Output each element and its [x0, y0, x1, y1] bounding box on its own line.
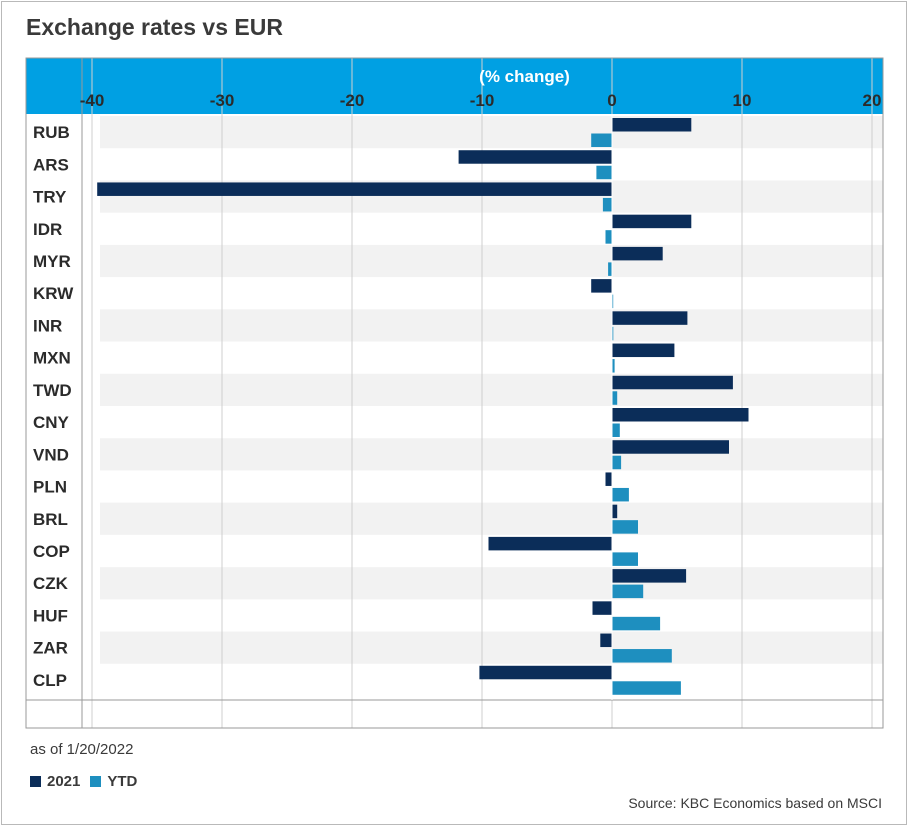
bar-2021-krw [591, 279, 612, 293]
row-band [100, 373, 883, 406]
bar-2021-twd [612, 375, 733, 390]
source-note: Source: KBC Economics based on MSCI [628, 795, 882, 811]
bar-2021-clp [479, 665, 612, 680]
x-tick-label: -40 [80, 91, 105, 110]
legend-swatch-2021 [30, 776, 41, 787]
category-label: ARS [33, 155, 69, 174]
bar-2021-rub [612, 118, 692, 132]
bar-ytd-mxn [612, 359, 615, 373]
row-band [100, 244, 883, 278]
category-label: BRL [33, 510, 68, 529]
category-label: INR [33, 316, 62, 335]
bar-2021-huf [592, 601, 612, 615]
category-label: IDR [33, 220, 62, 239]
category-label: MXN [33, 349, 71, 368]
bar-ytd-krw [612, 294, 614, 309]
category-label: COP [33, 542, 70, 561]
category-label: TWD [33, 381, 72, 400]
bar-2021-inr [612, 311, 688, 325]
category-label: KRW [33, 284, 74, 303]
bar-ytd-vnd [612, 455, 622, 470]
bar-2021-ars [458, 150, 612, 164]
category-label: PLN [33, 478, 67, 497]
row-band [100, 567, 883, 600]
chart-title: Exchange rates vs EUR [26, 14, 283, 40]
category-label: TRY [33, 188, 67, 207]
bar-ytd-idr [605, 230, 612, 244]
bar-ytd-try [602, 197, 612, 212]
x-tick-label: 20 [863, 91, 882, 110]
bar-ytd-ars [596, 165, 612, 180]
axis-header-band [26, 58, 883, 114]
row-band [100, 116, 883, 149]
bar-ytd-cop [612, 552, 638, 566]
row-band [100, 502, 883, 535]
row-band [100, 438, 883, 471]
category-label: VND [33, 445, 69, 464]
row-band [100, 631, 883, 664]
bar-2021-mxn [612, 343, 675, 358]
bar-2021-try [97, 182, 612, 196]
bar-ytd-brl [612, 520, 638, 534]
bar-ytd-pln [612, 487, 629, 502]
bar-ytd-cny [612, 423, 620, 437]
legend-label-ytd: YTD [107, 773, 138, 790]
bar-2021-czk [612, 569, 687, 583]
bar-ytd-huf [612, 616, 661, 631]
category-label: CNY [33, 413, 70, 432]
bar-2021-idr [612, 214, 692, 229]
x-tick-label: -20 [340, 91, 365, 110]
bar-ytd-zar [612, 649, 672, 663]
legend-item-2021: 2021 [30, 773, 80, 790]
bar-ytd-myr [608, 262, 612, 276]
bar-2021-pln [605, 472, 612, 486]
legend: 2021 YTD [30, 773, 147, 790]
category-label: MYR [33, 252, 71, 271]
legend-label-2021: 2021 [47, 773, 81, 790]
category-label: CLP [33, 671, 67, 690]
bar-2021-cop [488, 536, 612, 551]
row-band [100, 309, 883, 342]
bar-ytd-twd [612, 391, 618, 405]
category-label: ZAR [33, 639, 68, 658]
bar-ytd-rub [591, 133, 612, 147]
x-tick-label: -30 [210, 91, 235, 110]
bar-ytd-czk [612, 584, 644, 599]
legend-swatch-ytd [90, 776, 102, 787]
legend-item-ytd: YTD [90, 773, 137, 790]
x-tick-label: 10 [733, 91, 752, 110]
plot-border [25, 57, 884, 729]
bar-2021-vnd [612, 440, 729, 454]
x-axis-title: (% change) [479, 67, 570, 86]
bar-2021-myr [612, 246, 663, 261]
bar-ytd-inr [612, 326, 614, 341]
x-tick-label: 0 [607, 91, 616, 110]
bar-2021-cny [612, 408, 749, 422]
bar-2021-brl [612, 504, 618, 519]
category-label: RUB [33, 123, 70, 142]
bar-ytd-clp [612, 681, 681, 695]
category-label: HUF [33, 606, 68, 625]
bar-2021-zar [600, 633, 612, 648]
category-label: CZK [33, 574, 69, 593]
date-note: as of 1/20/2022 [30, 741, 134, 758]
x-tick-label: -10 [470, 91, 495, 110]
